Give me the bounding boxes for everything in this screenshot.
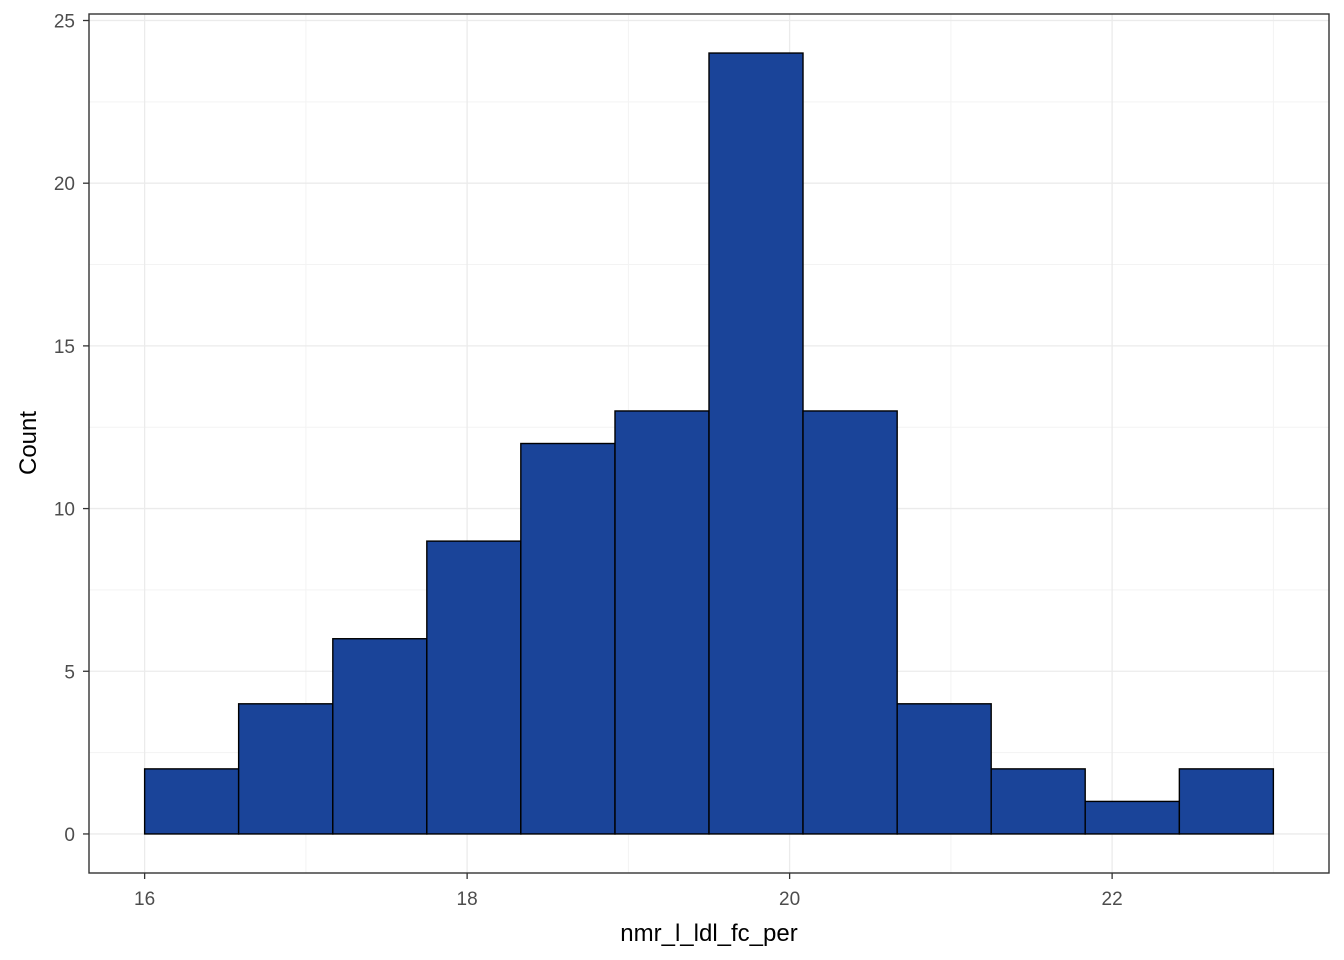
- histogram-bar: [708, 52, 804, 835]
- histogram-bar: [614, 410, 710, 835]
- histogram-bar: [896, 703, 992, 835]
- histogram-bar: [990, 768, 1086, 835]
- histogram-bars: [143, 52, 1275, 835]
- y-tick-label: 5: [64, 662, 75, 683]
- x-tick-label: 16: [134, 889, 155, 910]
- histogram-bar: [332, 638, 428, 835]
- y-axis-ticks: 0 5 10 15 20 25: [54, 12, 89, 846]
- histogram-bar: [520, 442, 616, 835]
- y-tick-label: 20: [54, 174, 75, 195]
- x-axis-title: nmr_l_ldl_fc_per: [620, 920, 797, 947]
- y-tick-label: 0: [64, 825, 75, 846]
- histogram-bar: [1084, 800, 1181, 835]
- histogram-bar: [426, 540, 522, 835]
- y-tick-label: 25: [54, 12, 75, 33]
- histogram-bar: [143, 768, 240, 835]
- x-tick-label: 22: [1102, 889, 1123, 910]
- x-tick-label: 18: [457, 889, 478, 910]
- histogram-bar: [237, 703, 334, 835]
- histogram-bar: [802, 410, 898, 835]
- y-tick-label: 10: [54, 500, 75, 521]
- x-tick-label: 20: [779, 889, 800, 910]
- panel-border: [88, 13, 1330, 874]
- x-axis-ticks: 16 18 20 22: [134, 873, 1123, 910]
- y-tick-label: 15: [54, 337, 75, 358]
- y-axis-title: Count: [15, 411, 42, 475]
- histogram-bar: [1178, 768, 1275, 835]
